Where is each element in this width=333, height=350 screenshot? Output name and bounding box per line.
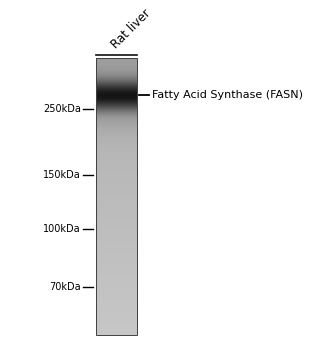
Text: 250kDa: 250kDa [43, 104, 81, 113]
Text: 100kDa: 100kDa [43, 224, 81, 234]
Bar [96, 58, 137, 335]
Text: 150kDa: 150kDa [43, 170, 81, 180]
Text: Fatty Acid Synthase (FASN): Fatty Acid Synthase (FASN) [152, 90, 303, 100]
Text: 70kDa: 70kDa [49, 282, 81, 292]
Text: Rat liver: Rat liver [109, 7, 154, 51]
